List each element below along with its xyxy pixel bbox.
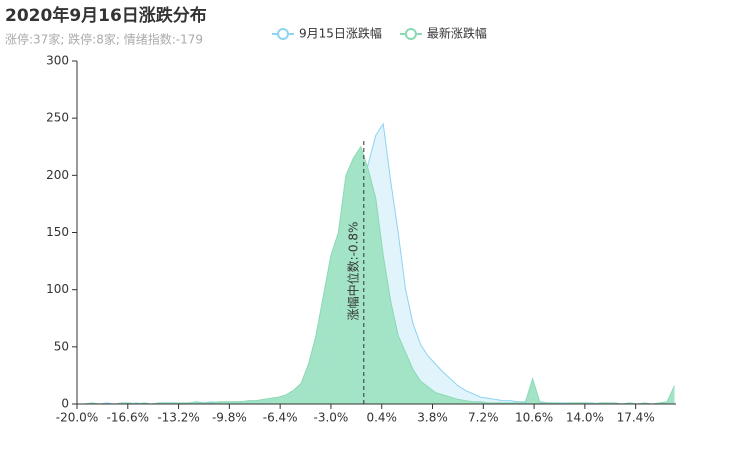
y-tick-label: 200 (46, 168, 69, 182)
y-tick-label: 300 (46, 54, 69, 68)
x-tick-label: -3.0% (314, 411, 349, 425)
x-tick-label: -13.2% (157, 411, 199, 425)
chart-subtitle: 涨停:37家; 跌停:8家; 情绪指数:-179 (5, 32, 203, 47)
legend-icon (277, 28, 289, 40)
x-tick-label: 0.4% (366, 411, 397, 425)
x-tick-label: 7.2% (468, 411, 499, 425)
legend-label: 最新涨跌幅 (427, 26, 487, 41)
x-tick-label: 14.0% (566, 411, 604, 425)
x-tick-label: -20.0% (56, 411, 98, 425)
area-fill (77, 146, 675, 404)
x-tick-label: -9.8% (212, 411, 247, 425)
y-tick-label: 150 (46, 225, 69, 239)
x-tick-label: 3.8% (417, 411, 448, 425)
y-tick-label: 50 (54, 339, 69, 353)
x-tick-label: -6.4% (263, 411, 298, 425)
y-tick-label: 250 (46, 111, 69, 125)
median-label: 涨幅中位数:-0.8% (345, 222, 360, 321)
chart-title: 2020年9月16日涨跌分布 (5, 5, 207, 26)
area-line (77, 145, 675, 405)
y-tick-label: 100 (46, 282, 69, 296)
legend-label: 9月15日涨跌幅 (299, 26, 382, 41)
legend-icon (404, 28, 417, 40)
x-tick-label: -16.6% (107, 411, 149, 425)
x-tick-label: 17.4% (617, 411, 655, 425)
x-tick-label: 10.6% (515, 411, 553, 425)
y-tick-label: 0 (61, 397, 69, 411)
